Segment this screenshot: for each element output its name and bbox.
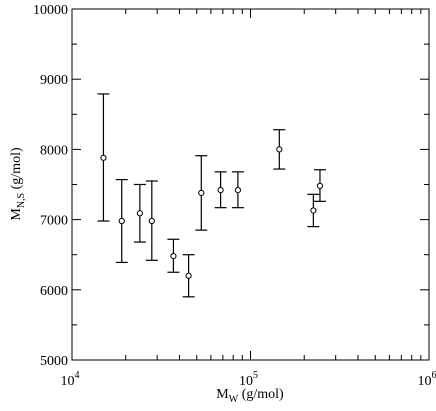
y-tick-label: 6000 — [40, 284, 68, 299]
data-point — [273, 129, 286, 170]
y-axis-title: MN,S (g/mol) — [9, 147, 27, 221]
data-point — [167, 238, 180, 273]
data-point — [231, 171, 244, 209]
x-axis-title: MW (g/mol) — [216, 387, 284, 405]
data-point — [195, 155, 208, 231]
data-marker — [217, 187, 224, 194]
data-point — [307, 193, 320, 228]
data-point — [214, 171, 227, 209]
data-point — [115, 178, 128, 264]
data-point — [313, 169, 326, 202]
data-point — [97, 93, 110, 222]
tick-labels: 5000 6000 7000 8000 9000 10000 104 105 106 — [33, 3, 436, 389]
data-marker — [100, 154, 107, 161]
data-marker — [316, 182, 324, 190]
data-marker — [198, 189, 205, 197]
data-marker — [185, 272, 192, 279]
data-marker — [136, 210, 143, 217]
x-tick-label: 105 — [239, 370, 258, 389]
data-marker — [276, 146, 283, 153]
data-marker — [118, 217, 125, 225]
y-tick-label: 5000 — [40, 354, 68, 369]
x-tick-label: 106 — [418, 370, 436, 389]
data-point — [145, 180, 158, 261]
x-tick-label: 104 — [61, 370, 80, 389]
y-tick-label: 8000 — [40, 143, 68, 158]
data-marker — [170, 253, 177, 260]
data-marker — [148, 217, 155, 225]
y-tick-label: 9000 — [40, 73, 68, 88]
data-point — [133, 183, 146, 243]
plot-frame — [71, 8, 430, 361]
y-tick-label: 7000 — [40, 214, 68, 229]
y-tick-label: 10000 — [33, 3, 68, 18]
data-layer — [97, 93, 326, 298]
data-marker — [310, 207, 317, 214]
axis-ticks — [71, 8, 430, 361]
data-marker — [234, 187, 242, 194]
data-point — [182, 254, 195, 298]
